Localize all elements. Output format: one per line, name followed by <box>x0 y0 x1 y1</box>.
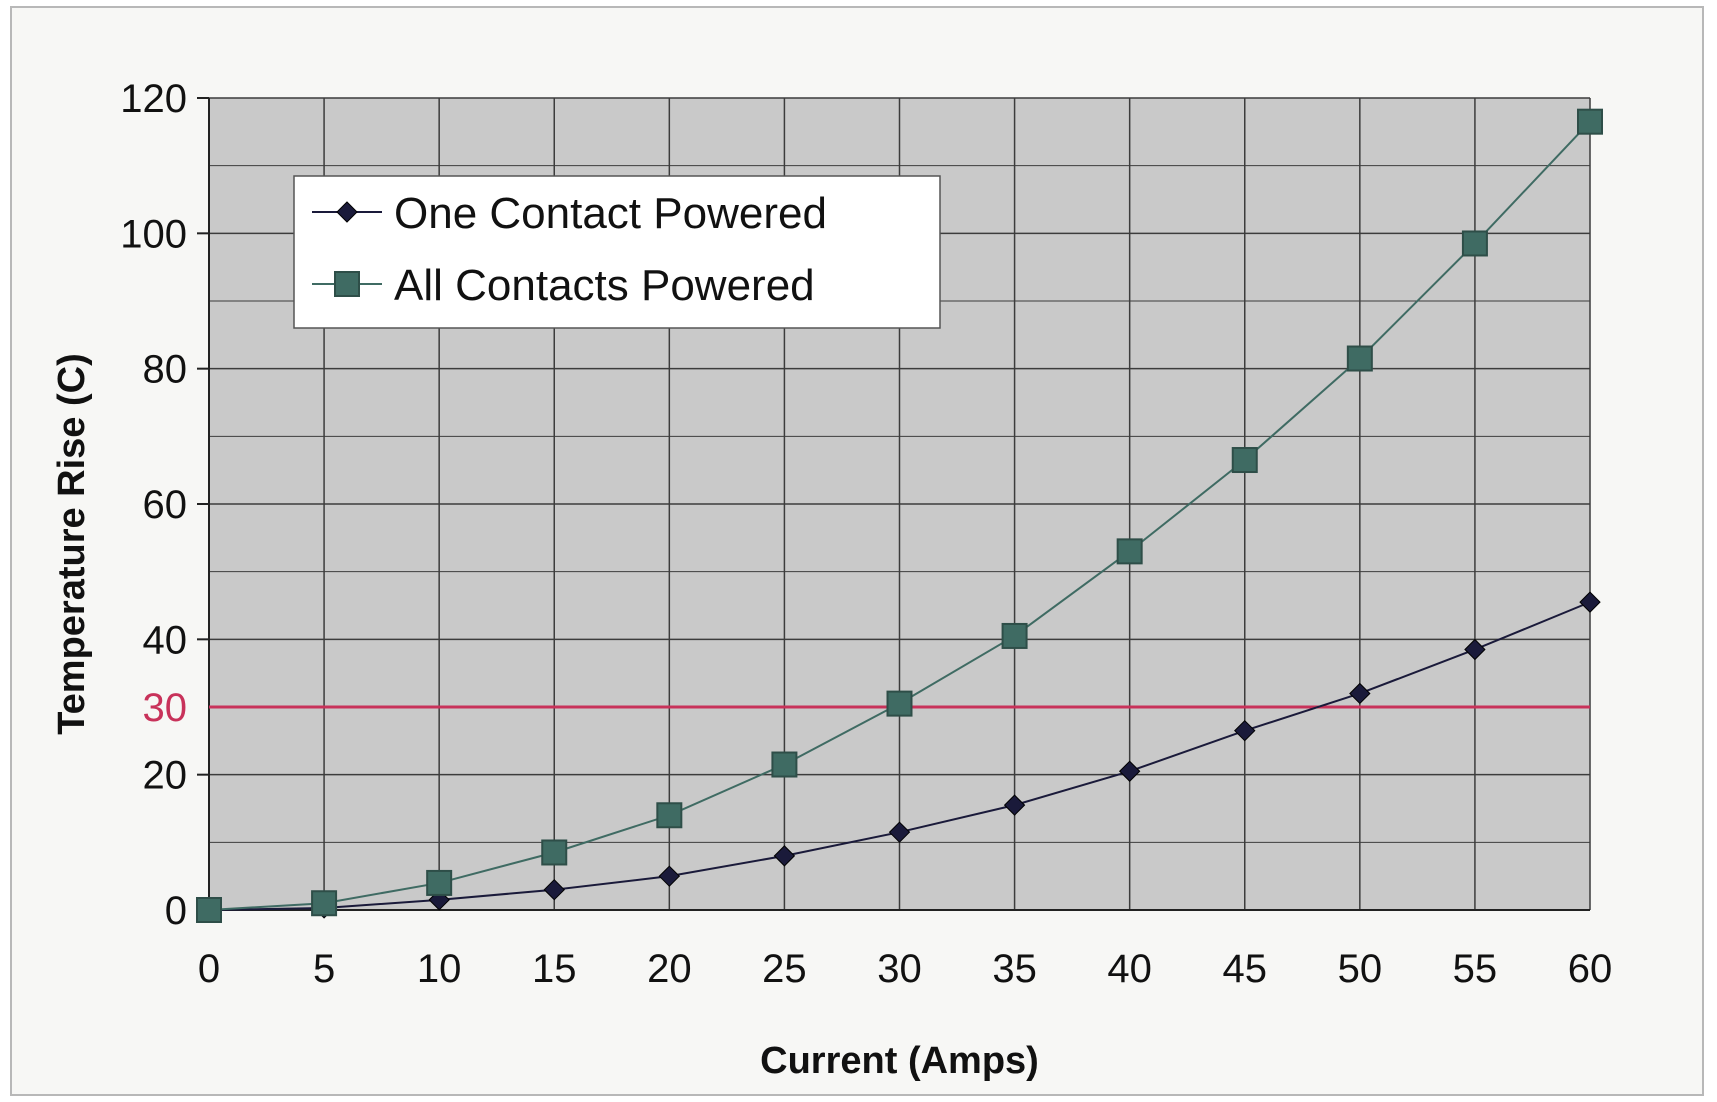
chart: 30 0 5 10 15 20 25 30 35 40 45 50 55 60 0 20 40 60 80 100 1… <box>51 77 1612 1082</box>
data-point-diamond <box>773 845 796 867</box>
y-tick-label: 80 <box>143 348 188 392</box>
y-axis-title: Temperature Rise (C) <box>51 353 93 735</box>
x-tick-label: 60 <box>1568 947 1613 991</box>
legend-item: One Contact Powered <box>312 189 827 238</box>
legend-box <box>293 175 941 329</box>
data-point-square <box>541 839 568 866</box>
legend-marker <box>334 271 360 297</box>
data-point-square <box>1577 108 1603 135</box>
data-point-diamond <box>888 821 911 843</box>
data-point-square <box>1461 230 1488 257</box>
reference-line-label: 30 <box>143 686 188 730</box>
x-tick-label: 25 <box>762 947 807 991</box>
data-point-diamond <box>1464 638 1486 661</box>
data-point-diamond <box>658 865 681 887</box>
x-tick-label: 5 <box>313 947 335 991</box>
data-point-diamond <box>1234 719 1256 742</box>
y-tick-label: 0 <box>165 889 187 933</box>
data-point-square <box>1346 345 1373 372</box>
legend-label: One Contact Powered <box>394 189 827 238</box>
data-point-diamond <box>1349 682 1371 705</box>
y-tick-label: 20 <box>143 754 188 798</box>
data-point-square <box>1116 538 1143 565</box>
y-tick-label: 100 <box>120 212 187 256</box>
series-2 <box>196 108 1603 923</box>
data-point-square <box>196 897 222 923</box>
x-tick-label: 20 <box>647 947 692 991</box>
tick-labels: 0 5 10 15 20 25 30 35 40 45 50 55 60 0 20 40 60 80 100 120 <box>120 77 1612 991</box>
data-point-square <box>426 869 453 896</box>
data-point-square <box>311 890 338 917</box>
x-tick-label: 10 <box>417 947 462 991</box>
x-tick-label: 35 <box>992 947 1037 991</box>
legend-marker <box>336 201 358 223</box>
legend-item: All Contacts Powered <box>312 261 815 310</box>
x-tick-label: 40 <box>1107 947 1152 991</box>
data-point-square <box>886 690 913 717</box>
data-point-square <box>1231 447 1258 474</box>
x-tick-label: 0 <box>198 947 220 991</box>
legend: One Contact Powered All Contacts Powered <box>293 175 941 329</box>
y-tick-label: 40 <box>143 618 188 662</box>
x-axis-title: Current (Amps) <box>760 1040 1039 1082</box>
x-tick-label: 55 <box>1453 947 1498 991</box>
data-point-square <box>771 751 798 778</box>
data-point-square <box>656 802 683 829</box>
data-point-diamond <box>543 878 565 901</box>
data-point-diamond <box>1118 760 1141 782</box>
data-point-square <box>1001 622 1028 649</box>
x-tick-label: 30 <box>877 947 922 991</box>
series-group <box>196 108 1603 923</box>
y-tick-label: 120 <box>120 77 187 121</box>
chart-frame: 30 0 5 10 15 20 25 30 35 40 45 50 55 60 0 20 40 60 80 100 1… <box>10 6 1704 1096</box>
legend-label: All Contacts Powered <box>394 261 815 310</box>
data-point-diamond <box>1003 794 1026 816</box>
data-point-diamond <box>1579 591 1601 613</box>
x-tick-label: 15 <box>532 947 577 991</box>
x-tick-label: 50 <box>1338 947 1383 991</box>
x-tick-label: 45 <box>1223 947 1268 991</box>
y-tick-label: 60 <box>143 483 188 527</box>
